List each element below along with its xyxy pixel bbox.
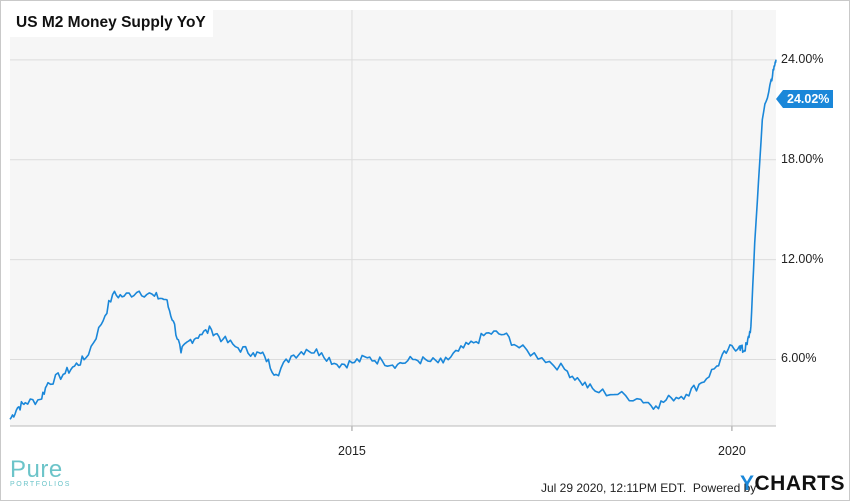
data-point bbox=[304, 348, 308, 352]
data-point bbox=[411, 357, 415, 361]
data-point bbox=[171, 319, 175, 323]
data-point bbox=[768, 83, 772, 87]
data-point bbox=[289, 354, 293, 358]
data-point bbox=[456, 349, 460, 353]
data-point bbox=[198, 333, 202, 337]
data-point bbox=[187, 339, 191, 343]
data-point bbox=[669, 396, 673, 400]
data-point bbox=[38, 397, 42, 401]
data-point bbox=[472, 341, 476, 345]
data-point bbox=[274, 372, 278, 376]
data-point bbox=[365, 356, 369, 360]
data-point bbox=[164, 298, 168, 302]
data-point bbox=[380, 359, 384, 363]
data-point bbox=[46, 381, 50, 385]
data-point bbox=[616, 392, 620, 396]
data-point bbox=[753, 241, 757, 245]
data-point bbox=[684, 392, 688, 396]
timestamp-text: Jul 29 2020, 12:11PM EDT. bbox=[541, 481, 687, 495]
data-point bbox=[540, 356, 544, 360]
ycharts-logo-rest: CHARTS bbox=[754, 472, 846, 495]
data-point bbox=[563, 367, 567, 371]
data-point bbox=[487, 331, 491, 335]
data-point bbox=[741, 349, 745, 353]
data-point bbox=[320, 351, 324, 355]
series-line bbox=[9, 59, 777, 420]
data-point bbox=[23, 401, 27, 405]
data-point bbox=[84, 356, 88, 360]
y-tick-label: 6.00% bbox=[781, 351, 817, 366]
data-point bbox=[639, 397, 643, 401]
data-point bbox=[251, 351, 255, 355]
data-point bbox=[16, 406, 20, 410]
y-tick-label: 12.00% bbox=[781, 251, 824, 266]
data-point bbox=[654, 404, 658, 408]
chart-title: US M2 Money Supply YoY bbox=[9, 10, 213, 37]
data-point bbox=[726, 348, 730, 352]
y-tick-label: 24.00% bbox=[781, 51, 824, 66]
data-point bbox=[8, 417, 12, 421]
data-point bbox=[715, 364, 719, 368]
data-point bbox=[517, 346, 521, 350]
data-point bbox=[760, 118, 764, 122]
data-point bbox=[745, 343, 749, 347]
data-point bbox=[122, 294, 126, 298]
data-point bbox=[137, 289, 141, 293]
data-point bbox=[73, 364, 77, 368]
logo-main-text: Pure bbox=[10, 456, 63, 483]
data-point bbox=[700, 381, 704, 385]
data-point bbox=[396, 362, 400, 366]
data-point bbox=[350, 361, 354, 365]
data-point bbox=[774, 58, 778, 62]
ycharts-logo[interactable]: YCHARTS bbox=[740, 472, 845, 496]
data-point bbox=[502, 333, 506, 337]
data-point bbox=[179, 351, 183, 355]
x-tick-label: 2015 bbox=[338, 444, 366, 458]
x-tick-label: 2020 bbox=[718, 444, 746, 458]
data-point bbox=[99, 323, 103, 327]
last-value-badge: 24.02% bbox=[775, 90, 834, 108]
pure-portfolios-logo: Pure PORTFOLIOS bbox=[10, 456, 71, 489]
data-point bbox=[236, 346, 240, 350]
data-point bbox=[426, 359, 430, 363]
data-point bbox=[578, 379, 582, 383]
data-point bbox=[111, 293, 115, 297]
data-point bbox=[738, 344, 742, 348]
data-point bbox=[441, 361, 445, 365]
data-point bbox=[263, 354, 267, 358]
data-point bbox=[152, 294, 156, 298]
data-point bbox=[593, 389, 597, 393]
y-tick-label: 18.00% bbox=[781, 151, 824, 166]
data-point bbox=[335, 362, 339, 366]
plot-area bbox=[10, 10, 776, 426]
data-point bbox=[61, 372, 65, 376]
ycharts-logo-y: Y bbox=[740, 472, 755, 495]
footer-timestamp: Jul 29 2020, 12:11PM EDT. Powered by bbox=[541, 481, 756, 495]
data-point bbox=[221, 338, 225, 342]
data-point bbox=[749, 324, 753, 328]
powered-by-text: Powered by bbox=[692, 481, 757, 495]
data-point bbox=[772, 68, 776, 72]
data-point bbox=[209, 328, 213, 332]
logo-sub-text: PORTFOLIOS bbox=[10, 481, 71, 488]
